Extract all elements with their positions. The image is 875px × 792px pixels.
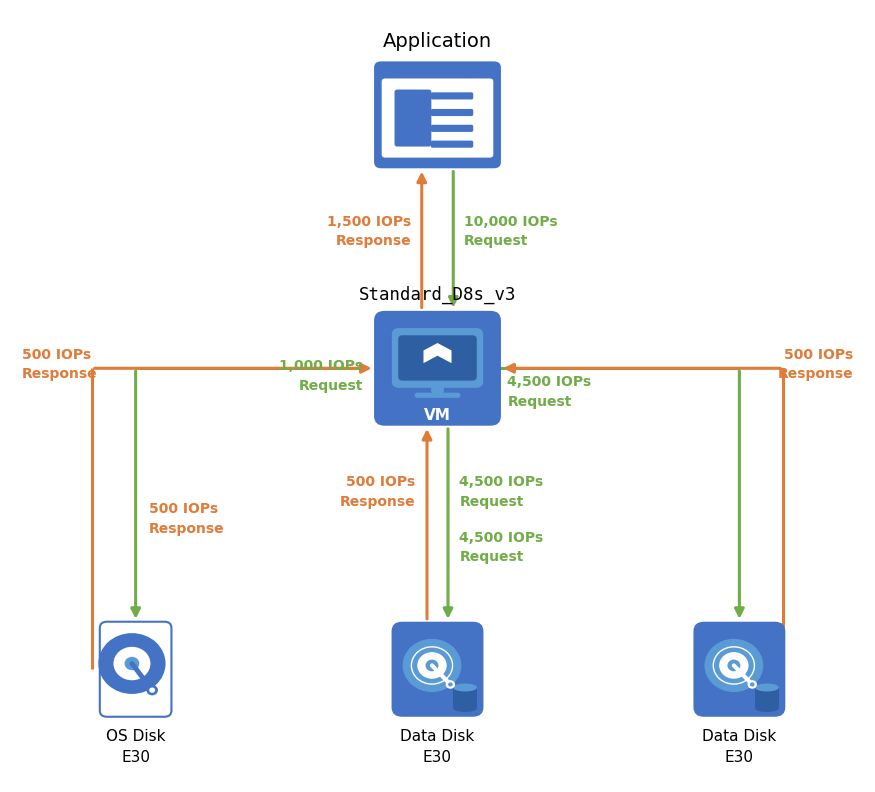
FancyBboxPatch shape (694, 622, 786, 717)
Circle shape (402, 639, 461, 692)
Text: 4,500 IOPs
Request: 4,500 IOPs Request (459, 531, 543, 565)
Circle shape (150, 687, 155, 693)
FancyBboxPatch shape (395, 89, 431, 147)
Circle shape (124, 657, 139, 670)
Text: 1,500 IOPs
Response: 1,500 IOPs Response (327, 215, 411, 249)
Circle shape (98, 633, 165, 694)
Text: Standard_D8s_v3: Standard_D8s_v3 (359, 286, 516, 304)
Circle shape (146, 685, 158, 695)
Circle shape (417, 652, 447, 679)
FancyBboxPatch shape (374, 61, 500, 169)
Circle shape (425, 660, 438, 672)
Text: Application: Application (383, 32, 492, 51)
Text: 500 IOPs
Response: 500 IOPs Response (340, 475, 416, 509)
Circle shape (445, 680, 455, 689)
Circle shape (750, 683, 754, 687)
Text: VM: VM (424, 408, 451, 423)
Ellipse shape (755, 704, 779, 712)
Circle shape (747, 680, 757, 689)
Bar (755, 687, 779, 708)
Ellipse shape (453, 704, 477, 712)
Text: 4,500 IOPs
Request: 4,500 IOPs Request (507, 375, 592, 409)
Text: 1,000 IOPs
Request: 1,000 IOPs Request (279, 360, 363, 393)
Circle shape (704, 639, 763, 692)
Ellipse shape (453, 683, 477, 691)
FancyBboxPatch shape (392, 622, 483, 717)
Text: Data Disk
E30: Data Disk E30 (703, 729, 776, 764)
FancyBboxPatch shape (392, 328, 483, 388)
FancyBboxPatch shape (415, 393, 460, 398)
Text: 500 IOPs
Response: 500 IOPs Response (22, 348, 97, 381)
Text: Data Disk
E30: Data Disk E30 (401, 729, 474, 764)
Circle shape (719, 652, 749, 679)
FancyBboxPatch shape (431, 379, 444, 394)
FancyBboxPatch shape (430, 109, 473, 116)
Ellipse shape (755, 683, 779, 691)
FancyBboxPatch shape (374, 310, 500, 425)
Text: 4,500 IOPs
Request: 4,500 IOPs Request (459, 475, 543, 509)
Polygon shape (424, 343, 452, 364)
Text: OS Disk
E30: OS Disk E30 (106, 729, 165, 764)
Text: 500 IOPs
Response: 500 IOPs Response (778, 348, 853, 381)
FancyBboxPatch shape (430, 125, 473, 132)
FancyBboxPatch shape (382, 78, 493, 158)
FancyBboxPatch shape (398, 335, 477, 381)
Circle shape (727, 660, 740, 672)
FancyBboxPatch shape (430, 141, 473, 148)
Circle shape (114, 647, 150, 680)
Bar (453, 687, 477, 708)
Circle shape (448, 683, 452, 687)
FancyBboxPatch shape (430, 93, 473, 100)
FancyBboxPatch shape (100, 622, 172, 717)
Text: 10,000 IOPs
Request: 10,000 IOPs Request (464, 215, 557, 249)
Text: 500 IOPs
Response: 500 IOPs Response (149, 502, 224, 535)
